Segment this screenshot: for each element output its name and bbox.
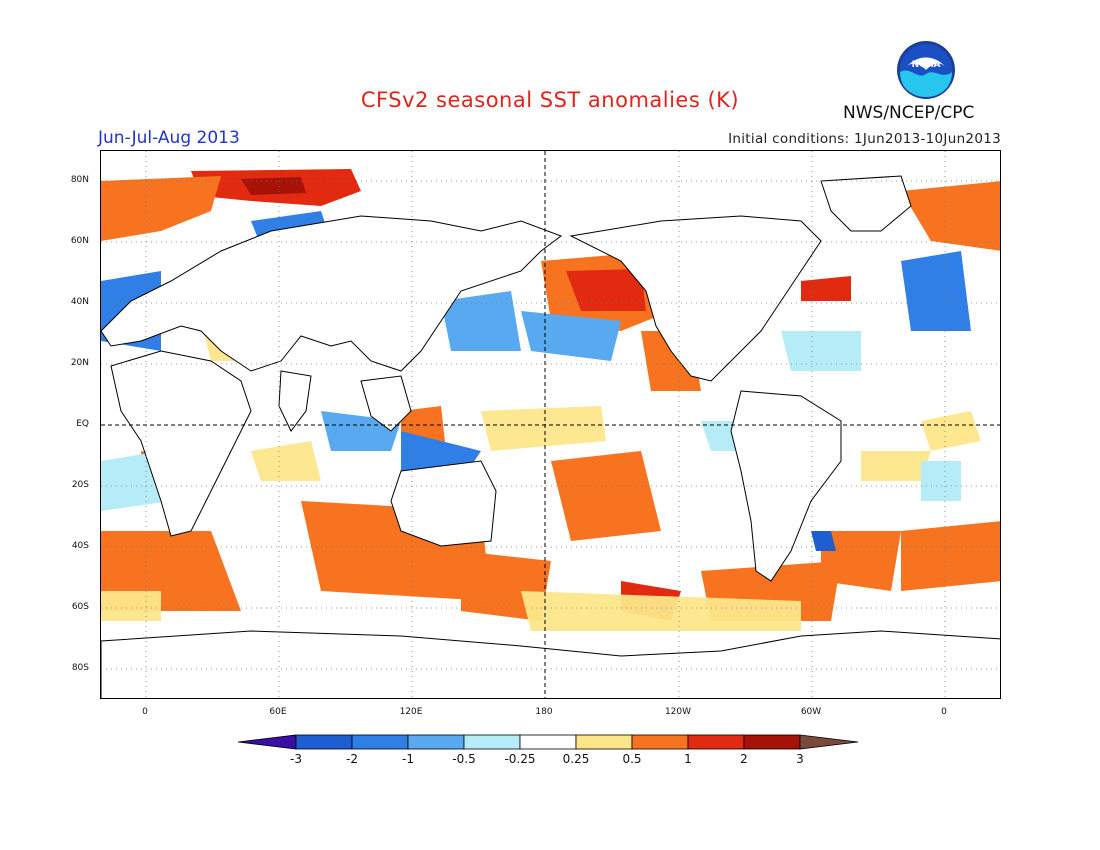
equator-dateline (101, 151, 1000, 698)
sst-anomaly-map (100, 150, 1001, 699)
colorbar-box (407, 734, 465, 750)
colorbar-label: -0.5 (452, 752, 476, 766)
lon-label: 60E (269, 707, 287, 717)
mild-warm-patches (101, 321, 981, 631)
lat-label: 20N (70, 358, 89, 368)
colorbar-label: 0.25 (562, 752, 590, 766)
lon-label: 120E (399, 707, 423, 717)
lat-label: 80S (71, 663, 89, 673)
colorbar-label: -3 (290, 752, 302, 766)
lon-label: 180 (535, 707, 553, 717)
colorbar-box (743, 734, 801, 750)
colorbar-label: 1 (684, 752, 692, 766)
gridlines (101, 151, 1000, 698)
colorbar-label: -2 (346, 752, 358, 766)
lat-label: EQ (76, 419, 89, 429)
forecast-period: Jun-Jul-Aug 2013 (98, 128, 240, 148)
lon-label: 120W (664, 707, 692, 717)
lon-label: 0 (941, 707, 947, 717)
lat-label: 60N (70, 236, 89, 246)
colorbar-box (687, 734, 745, 750)
lon-label: 60W (800, 707, 822, 717)
lat-label: 80N (70, 175, 89, 185)
colorbar-min-arrow (238, 734, 297, 750)
colorbar-max-arrow (799, 734, 859, 750)
colorbar-box (631, 734, 689, 750)
colorbar-box (519, 734, 577, 750)
lon-label: 0 (142, 707, 148, 717)
lat-label: 40N (70, 297, 89, 307)
lat-label: 20S (71, 480, 89, 490)
warm-anomaly-patches (101, 169, 1000, 621)
lat-label: 40S (71, 541, 89, 551)
colorbar-box (575, 734, 633, 750)
colorbar-label: -0.25 (504, 752, 536, 766)
initial-conditions: Initial conditions: 1Jun2013-10Jun2013 (728, 131, 1001, 147)
colorbar-label: 0.5 (622, 752, 642, 766)
colorbar-label: 3 (796, 752, 804, 766)
svg-text:NOAA: NOAA (912, 60, 941, 70)
colorbar-label: -1 (402, 752, 414, 766)
colorbar-label: 2 (740, 752, 748, 766)
colorbar-box (463, 734, 521, 750)
lat-label: 60S (71, 602, 89, 612)
colorbar (238, 734, 859, 750)
agency-label: NWS/NCEP/CPC (843, 103, 975, 123)
noaa-logo-icon: NOAA (897, 41, 955, 99)
colorbar-box (351, 734, 409, 750)
land-masses (101, 175, 1000, 698)
map-title: CFSv2 seasonal SST anomalies (K) (360, 88, 740, 112)
colorbar-box (295, 734, 353, 750)
